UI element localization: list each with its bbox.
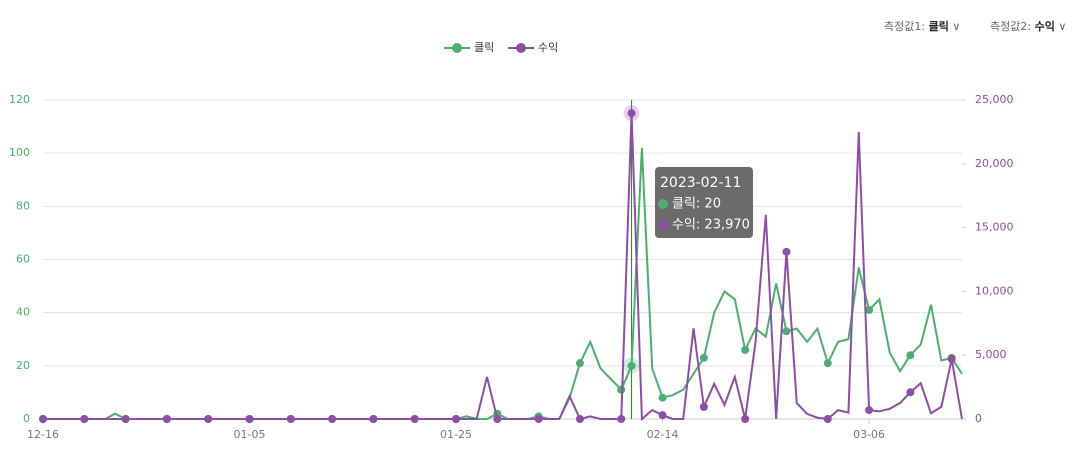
point: [575, 415, 584, 423]
point: [627, 109, 636, 118]
y-tick-label: 80: [16, 199, 30, 212]
legend-label: 수익: [538, 41, 558, 54]
legend-item: 클릭: [444, 41, 494, 54]
point: [865, 306, 874, 315]
y-tick-label: 60: [16, 253, 30, 266]
point: [410, 415, 419, 423]
point: [823, 415, 832, 423]
y2-tick-label: 20,000: [975, 157, 1014, 170]
tooltip-box: [655, 167, 753, 238]
point: [947, 355, 956, 364]
point: [658, 393, 667, 402]
tooltip-title: 2023-02-11: [660, 175, 741, 191]
legend-item: 수익: [508, 41, 558, 54]
point: [493, 415, 502, 423]
point: [906, 351, 915, 360]
point: [658, 411, 667, 420]
point: [39, 415, 47, 423]
point: [741, 415, 750, 423]
point: [823, 359, 832, 368]
point: [906, 388, 915, 397]
measure-label: 측정값2:: [990, 20, 1032, 33]
series-line: [43, 113, 963, 422]
legend-marker: [516, 43, 526, 53]
x-tick-label: 01-25: [440, 428, 472, 441]
measure-select[interactable]: 측정값2: 수익 ∨: [990, 20, 1067, 33]
x-tick-label: 03-06: [853, 428, 885, 441]
point: [865, 406, 874, 415]
point: [699, 353, 708, 362]
point: [782, 327, 791, 336]
x-tick-label: 02-14: [647, 428, 679, 441]
legend-marker: [452, 43, 462, 53]
y2-tick-label: 10,000: [975, 284, 1014, 297]
measure-value: 클릭: [928, 20, 949, 33]
tooltip-marker: [658, 220, 668, 230]
series-line: [43, 147, 963, 420]
point: [121, 415, 130, 423]
tooltip-row: 클릭: 20: [672, 197, 721, 212]
y-tick-label: 100: [9, 146, 30, 159]
point: [782, 247, 791, 256]
point: [627, 361, 636, 370]
point: [741, 345, 750, 354]
y-tick-label: 0: [23, 412, 30, 425]
y2-tick-label: 0: [975, 412, 982, 425]
tooltip-marker: [658, 199, 668, 209]
y2-tick-label: 15,000: [975, 221, 1014, 234]
legend-label: 클릭: [474, 41, 494, 54]
y-tick-label: 20: [16, 359, 30, 372]
tooltip-row: 수익: 23,970: [672, 218, 750, 233]
point: [80, 415, 89, 423]
point: [162, 415, 171, 423]
tooltip: 2023-02-11 클릭: 20 수익: 23,970: [655, 167, 753, 238]
measure-value: 수익: [1034, 20, 1055, 33]
point: [245, 415, 254, 423]
point: [286, 415, 295, 423]
y-tick-label: 40: [16, 306, 30, 319]
point: [617, 415, 626, 423]
point: [534, 415, 543, 423]
point: [699, 402, 708, 411]
y-tick-label: 120: [9, 93, 30, 106]
point: [204, 415, 213, 423]
point: [369, 415, 378, 423]
y2-tick-label: 25,000: [975, 93, 1014, 106]
point: [452, 415, 461, 423]
point: [328, 415, 337, 423]
y2-tick-label: 5,000: [975, 348, 1007, 361]
x-tick-label: 12-16: [27, 428, 59, 441]
measure-select[interactable]: 측정값1: 클릭 ∨: [884, 20, 961, 33]
point: [575, 359, 584, 368]
measure-label: 측정값1:: [884, 20, 926, 33]
x-tick-label: 01-05: [234, 428, 266, 441]
